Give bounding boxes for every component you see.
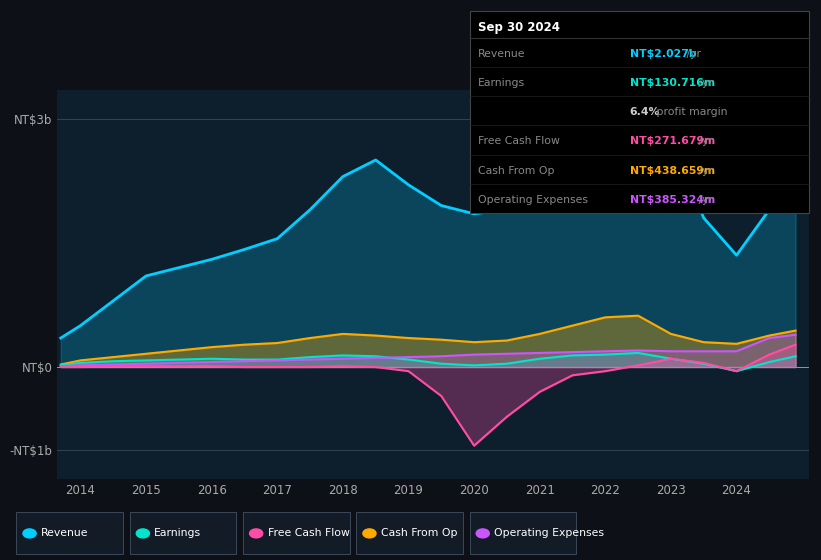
- Text: /yr: /yr: [695, 78, 713, 88]
- Text: Sep 30 2024: Sep 30 2024: [478, 21, 560, 35]
- Text: Free Cash Flow: Free Cash Flow: [478, 137, 560, 147]
- Text: Cash From Op: Cash From Op: [478, 166, 554, 176]
- Text: /yr: /yr: [695, 195, 713, 205]
- Text: /yr: /yr: [695, 166, 713, 176]
- Text: Earnings: Earnings: [154, 529, 201, 538]
- Text: Free Cash Flow: Free Cash Flow: [268, 529, 350, 538]
- Text: Operating Expenses: Operating Expenses: [494, 529, 604, 538]
- Text: Revenue: Revenue: [478, 49, 525, 59]
- Text: NT$130.716m: NT$130.716m: [630, 78, 715, 88]
- Text: NT$438.659m: NT$438.659m: [630, 166, 715, 176]
- Text: Operating Expenses: Operating Expenses: [478, 195, 588, 205]
- Text: Revenue: Revenue: [41, 529, 89, 538]
- Text: Cash From Op: Cash From Op: [381, 529, 457, 538]
- Text: NT$271.679m: NT$271.679m: [630, 137, 715, 147]
- Text: NT$2.027b: NT$2.027b: [630, 49, 696, 59]
- Text: NT$385.324m: NT$385.324m: [630, 195, 715, 205]
- Text: 6.4%: 6.4%: [630, 108, 660, 118]
- Text: Earnings: Earnings: [478, 78, 525, 88]
- Text: profit margin: profit margin: [654, 108, 728, 118]
- Text: /yr: /yr: [695, 137, 713, 147]
- Text: /yr: /yr: [683, 49, 701, 59]
